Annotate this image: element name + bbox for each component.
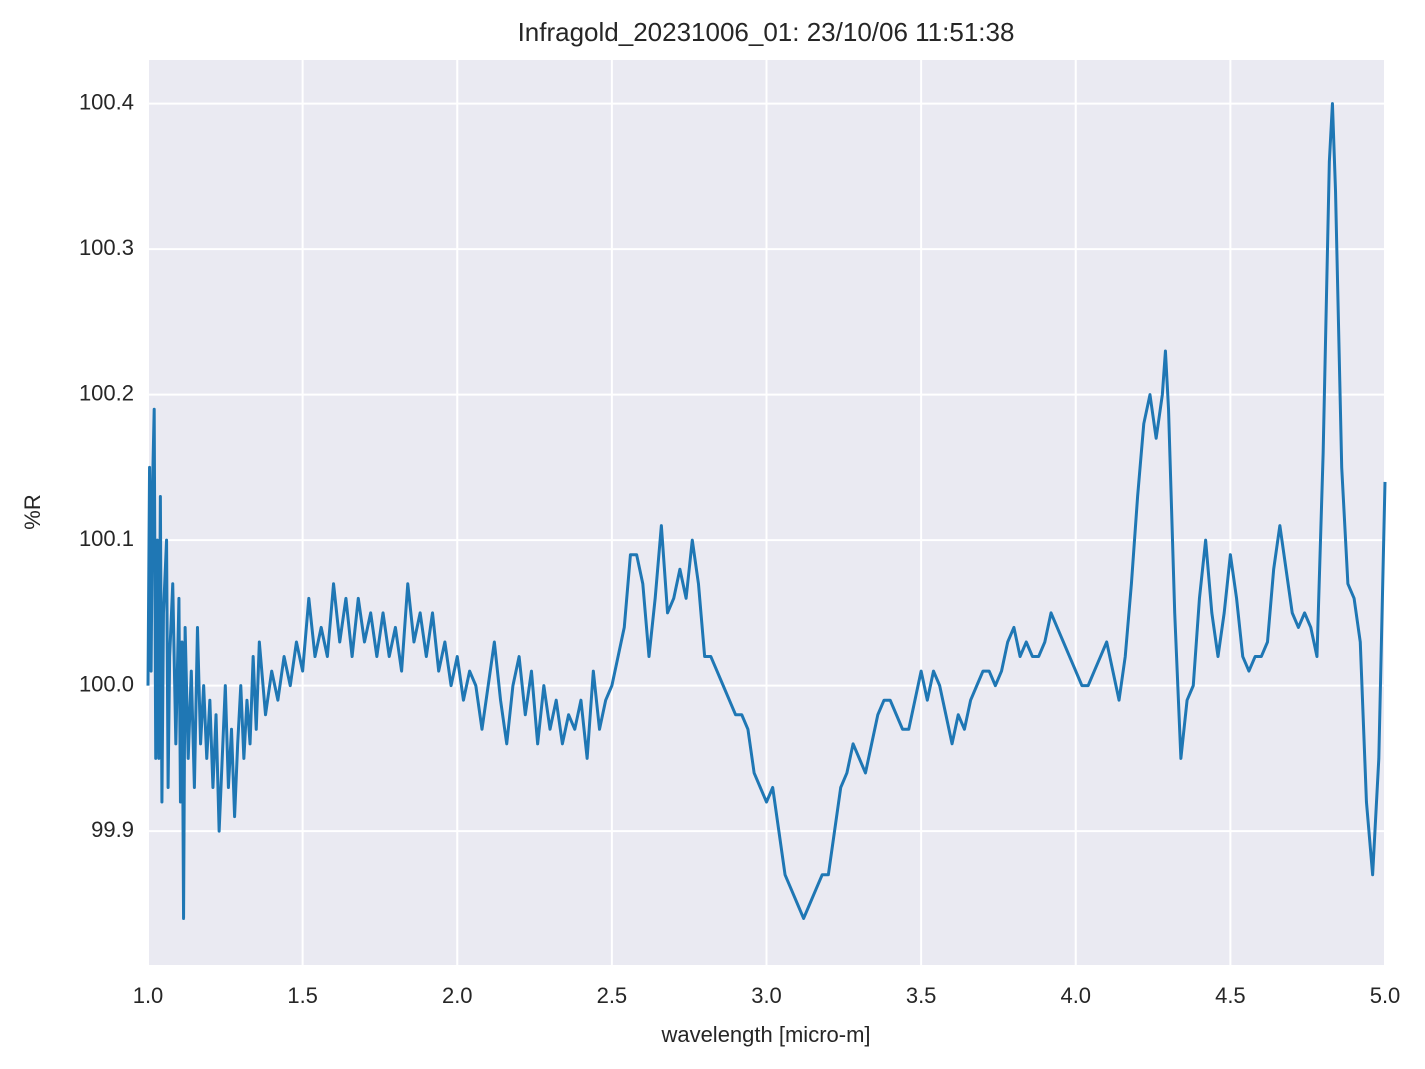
y-tick-label: 100.2 (79, 380, 134, 405)
x-tick-label: 4.5 (1215, 983, 1246, 1008)
x-tick-label: 5.0 (1370, 983, 1401, 1008)
data-line (146, 102, 1387, 920)
chart-title: Infragold_20231006_01: 23/10/06 11:51:38 (518, 17, 1015, 47)
y-tick-label: 100.1 (79, 526, 134, 551)
x-tick-label: 2.0 (442, 983, 473, 1008)
x-tick-label: 3.0 (751, 983, 782, 1008)
y-tick-label: 100.4 (79, 89, 134, 114)
y-tick-label: 100.0 (79, 671, 134, 696)
x-tick-label: 2.5 (597, 983, 628, 1008)
x-tick-label: 3.5 (906, 983, 937, 1008)
x-tick-label: 1.0 (133, 983, 164, 1008)
x-axis-label: wavelength [micro-m] (660, 1022, 870, 1047)
y-tick-label: 100.3 (79, 235, 134, 260)
y-tick-label: 99.9 (91, 817, 134, 842)
y-axis-label: %R (20, 494, 45, 529)
x-tick-label: 4.0 (1060, 983, 1091, 1008)
x-tick-label: 1.5 (287, 983, 318, 1008)
